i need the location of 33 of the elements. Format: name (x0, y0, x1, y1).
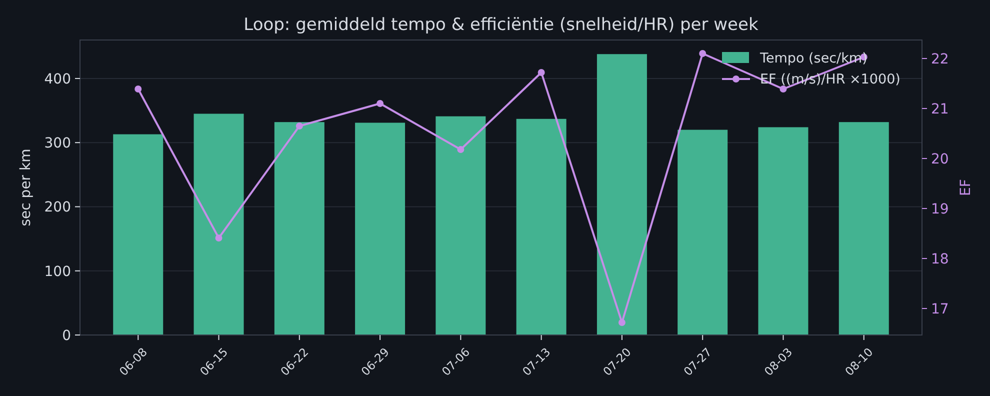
y-axis-title: sec per km (18, 148, 34, 226)
point (780, 86, 787, 92)
bar (838, 122, 889, 335)
y2-tick-label: 21 (931, 101, 949, 118)
bar (436, 116, 486, 335)
y-tick-label: 300 (44, 136, 71, 152)
y2-tick-label: 19 (931, 201, 949, 218)
bar (596, 54, 647, 335)
chart-title: Loop: gemiddeld tempo & efficiëntie (snelheid/HR) per week (244, 15, 758, 35)
y-tick-label: 0 (62, 328, 71, 344)
point (134, 86, 142, 92)
y-tick-label: 100 (44, 264, 71, 280)
y-tick-label: 200 (44, 200, 71, 216)
y2-tick-label: 18 (931, 251, 949, 268)
point (215, 234, 222, 242)
y2-tick-label: 20 (931, 151, 949, 168)
point (618, 319, 626, 326)
y2-axis-title: EF (958, 179, 974, 196)
y-tick-label: 400 (44, 71, 71, 88)
bar (113, 134, 164, 335)
y2-tick-label: 17 (931, 301, 949, 318)
bar (355, 122, 406, 335)
bar (678, 130, 728, 335)
y2-tick-label: 22 (931, 51, 949, 68)
bar (516, 118, 566, 335)
bar (274, 122, 324, 335)
bar (194, 114, 244, 335)
point (457, 146, 464, 153)
bar (758, 127, 808, 335)
point (538, 69, 545, 76)
point (699, 50, 706, 57)
point (296, 122, 303, 130)
point (376, 100, 384, 107)
